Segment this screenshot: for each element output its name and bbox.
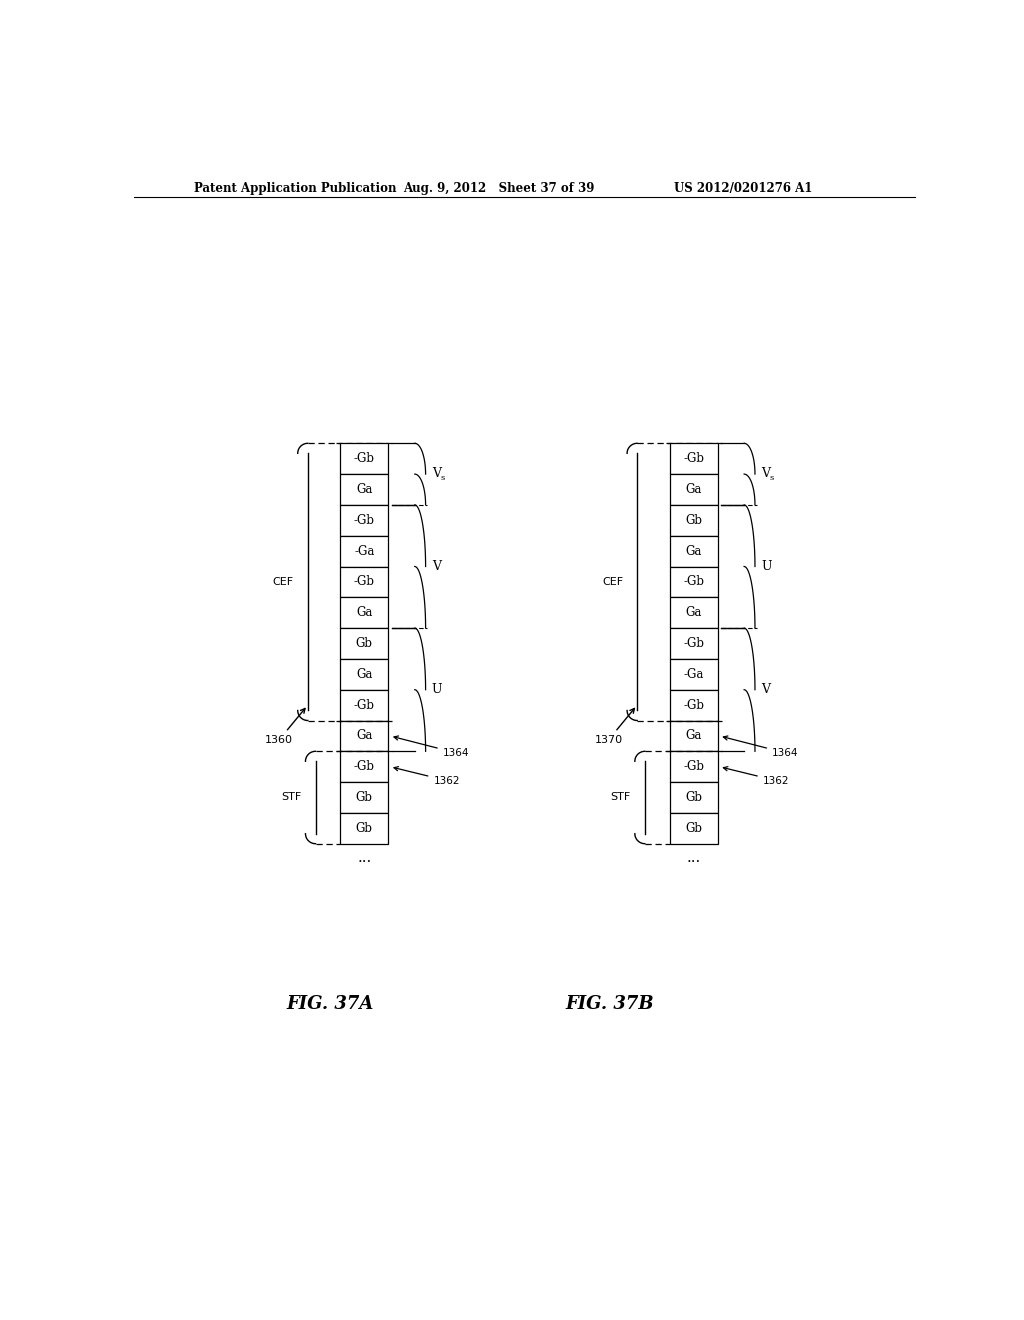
Text: Ga: Ga — [685, 606, 701, 619]
Text: -Gb: -Gb — [683, 698, 705, 711]
Bar — [340, 536, 388, 566]
Bar — [670, 628, 718, 659]
Text: Ga: Ga — [685, 545, 701, 557]
Bar — [340, 474, 388, 506]
Text: -Gb: -Gb — [683, 638, 705, 649]
Bar — [670, 689, 718, 721]
Text: 1370: 1370 — [595, 709, 635, 744]
Text: Gb: Gb — [685, 822, 702, 834]
Text: Ga: Ga — [685, 483, 701, 496]
Text: Gb: Gb — [685, 513, 702, 527]
Text: 1362: 1362 — [394, 767, 460, 785]
Text: 1362: 1362 — [723, 767, 790, 785]
Text: U: U — [761, 560, 772, 573]
Text: 1360: 1360 — [265, 709, 305, 744]
Text: STF: STF — [610, 792, 631, 803]
Text: ...: ... — [357, 851, 372, 866]
Text: -Gb: -Gb — [354, 760, 375, 774]
Text: -Gb: -Gb — [354, 513, 375, 527]
Bar — [670, 444, 718, 474]
Text: Ga: Ga — [685, 730, 701, 742]
Bar — [670, 659, 718, 689]
Text: Gb: Gb — [685, 791, 702, 804]
Bar — [340, 689, 388, 721]
Bar — [670, 566, 718, 598]
Bar — [670, 474, 718, 506]
Bar — [670, 781, 718, 813]
Text: V: V — [432, 467, 440, 480]
Text: Gb: Gb — [356, 791, 373, 804]
Text: -Gb: -Gb — [683, 453, 705, 465]
Text: CEF: CEF — [602, 577, 624, 587]
Text: US 2012/0201276 A1: US 2012/0201276 A1 — [675, 182, 813, 194]
Text: s: s — [440, 474, 444, 482]
Bar — [340, 813, 388, 843]
Bar — [340, 566, 388, 598]
Text: -Gb: -Gb — [354, 698, 375, 711]
Text: -Gb: -Gb — [683, 760, 705, 774]
Bar — [670, 597, 718, 628]
Text: -Gb: -Gb — [354, 453, 375, 465]
Bar — [670, 504, 718, 536]
Text: FIG. 37B: FIG. 37B — [566, 995, 654, 1014]
Text: Ga: Ga — [356, 668, 373, 681]
Text: Gb: Gb — [356, 638, 373, 649]
Text: Ga: Ga — [356, 730, 373, 742]
Bar — [340, 659, 388, 689]
Text: V: V — [761, 684, 770, 696]
Text: ...: ... — [687, 851, 700, 866]
Bar — [670, 721, 718, 751]
Text: 1364: 1364 — [723, 737, 799, 758]
Text: -Gb: -Gb — [354, 576, 375, 589]
Bar — [340, 781, 388, 813]
Text: V: V — [432, 560, 440, 573]
Bar — [670, 536, 718, 566]
Text: -Gb: -Gb — [683, 576, 705, 589]
Bar — [670, 751, 718, 781]
Text: Ga: Ga — [356, 606, 373, 619]
Text: -Ga: -Ga — [354, 545, 375, 557]
Bar — [340, 597, 388, 628]
Bar — [340, 628, 388, 659]
Text: s: s — [770, 474, 774, 482]
Bar — [340, 751, 388, 781]
Text: CEF: CEF — [272, 577, 294, 587]
Bar — [340, 444, 388, 474]
Bar — [340, 504, 388, 536]
Bar — [340, 721, 388, 751]
Text: Aug. 9, 2012   Sheet 37 of 39: Aug. 9, 2012 Sheet 37 of 39 — [403, 182, 595, 194]
Text: -Ga: -Ga — [684, 668, 703, 681]
Text: Gb: Gb — [356, 822, 373, 834]
Text: Ga: Ga — [356, 483, 373, 496]
Bar — [670, 813, 718, 843]
Text: Patent Application Publication: Patent Application Publication — [194, 182, 396, 194]
Text: U: U — [432, 684, 442, 696]
Text: V: V — [761, 467, 770, 480]
Text: FIG. 37A: FIG. 37A — [287, 995, 374, 1014]
Text: 1364: 1364 — [394, 737, 469, 758]
Text: STF: STF — [282, 792, 302, 803]
